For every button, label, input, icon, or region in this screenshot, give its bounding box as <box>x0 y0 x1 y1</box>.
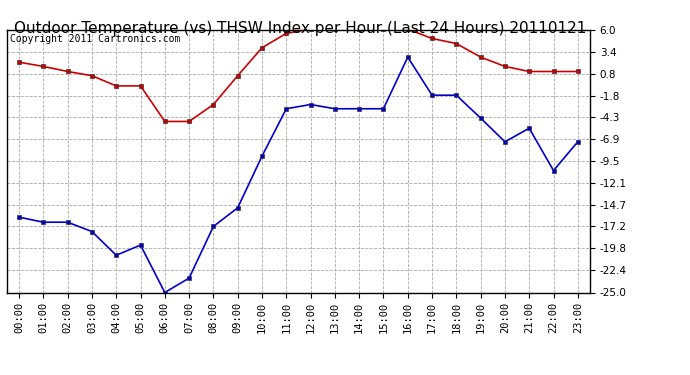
Text: Copyright 2011 Cartronics.com: Copyright 2011 Cartronics.com <box>10 34 180 44</box>
Text: Outdoor Temperature (vs) THSW Index per Hour (Last 24 Hours) 20110121: Outdoor Temperature (vs) THSW Index per … <box>14 21 586 36</box>
